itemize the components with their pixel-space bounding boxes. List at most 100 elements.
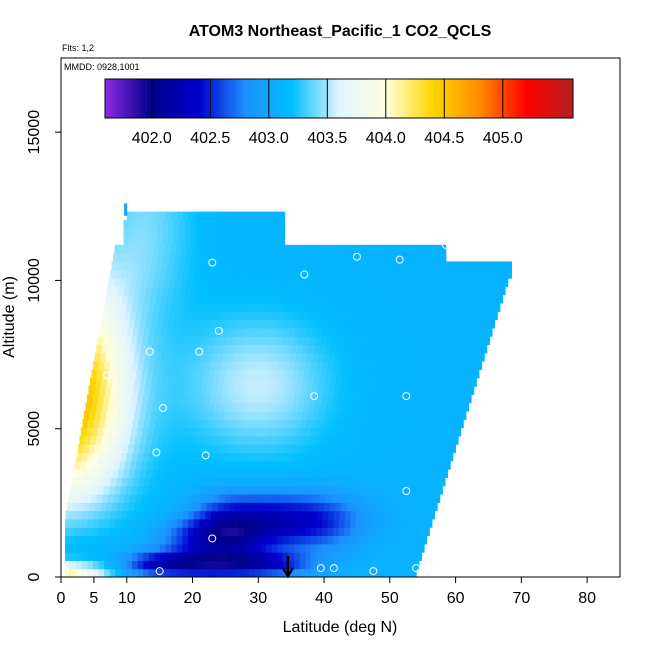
heatmap-cell — [379, 261, 387, 271]
heatmap-cell — [416, 244, 423, 254]
heatmap-cell — [400, 543, 407, 553]
heatmap-cell — [151, 319, 158, 329]
heatmap-cell — [126, 361, 133, 370]
heatmap-cell — [277, 269, 284, 279]
heatmap-cell — [193, 560, 200, 570]
heatmap-cell — [382, 427, 389, 437]
heatmap-cell — [214, 402, 221, 412]
heatmap-cell — [263, 219, 270, 229]
heatmap-cell — [122, 294, 129, 304]
heatmap-cell — [271, 485, 278, 495]
heatmap-cell — [203, 460, 210, 470]
heatmap-cell — [411, 361, 418, 370]
heatmap-cell — [315, 244, 323, 254]
heatmap-cell — [198, 394, 205, 404]
heatmap-cell — [305, 560, 312, 570]
heatmap-cell — [207, 286, 214, 296]
heatmap-cell — [243, 568, 251, 577]
heatmap-cell — [495, 302, 501, 312]
heatmap-cell — [428, 302, 435, 312]
heatmap-cell — [327, 361, 335, 370]
heatmap-cell — [355, 361, 363, 370]
heatmap-cell — [173, 377, 181, 387]
heatmap-cell — [308, 286, 315, 296]
heatmap-cell — [153, 485, 161, 495]
heatmap-cell — [140, 286, 147, 296]
heatmap-cell — [89, 469, 97, 478]
heatmap-cell — [274, 377, 281, 387]
heatmap-cell — [178, 352, 185, 362]
heatmap-cell — [262, 444, 269, 454]
heatmap-cell — [438, 278, 445, 287]
heatmap-cell — [336, 253, 343, 263]
heatmap-cell — [257, 228, 264, 238]
heatmap-cell — [85, 402, 92, 412]
heatmap-cell — [389, 510, 396, 520]
heatmap-cell — [132, 211, 139, 221]
heatmap-cell — [433, 485, 440, 495]
heatmap-cell — [156, 410, 163, 420]
heatmap-cell — [362, 477, 369, 487]
heatmap-cell — [138, 294, 146, 304]
heatmap-cell — [193, 518, 200, 528]
heatmap-cell — [434, 452, 441, 462]
heatmap-cell — [111, 352, 118, 362]
heatmap-cell — [207, 319, 214, 329]
heatmap-cell — [268, 502, 275, 512]
heatmap-cell — [395, 477, 403, 487]
heatmap-cell — [267, 444, 275, 454]
heatmap-cell — [311, 327, 318, 337]
heatmap-cell — [268, 410, 275, 420]
heatmap-cell — [102, 460, 109, 470]
heatmap-cell — [379, 294, 386, 304]
heatmap-cell — [383, 535, 390, 545]
heatmap-cell — [277, 361, 284, 370]
heatmap-cell — [118, 493, 126, 503]
heatmap-cell — [238, 452, 245, 462]
heatmap-cell — [141, 460, 148, 470]
heatmap-cell — [445, 327, 453, 337]
heatmap-cell — [415, 278, 423, 287]
heatmap-cell — [117, 502, 124, 512]
heatmap-cell — [76, 518, 83, 528]
heatmap-cell — [151, 286, 158, 296]
heatmap-cell — [223, 261, 230, 271]
heatmap-cell — [441, 444, 448, 454]
heatmap-cell — [150, 386, 157, 395]
heatmap-cell — [305, 419, 313, 429]
heatmap-cell — [323, 444, 330, 454]
heatmap-cell — [331, 369, 339, 379]
profile-point — [103, 371, 112, 380]
heatmap-cell — [198, 427, 205, 437]
heatmap-cell — [271, 336, 278, 346]
heatmap-cell — [199, 327, 207, 337]
heatmap-cell — [104, 535, 111, 545]
heatmap-cell — [165, 543, 172, 553]
heatmap-cell — [254, 427, 261, 437]
heatmap-cell — [433, 336, 440, 346]
heatmap-cell — [123, 219, 130, 229]
heatmap-cell — [364, 344, 371, 354]
heatmap-cell — [207, 377, 214, 387]
heatmap-cell — [234, 502, 241, 512]
heatmap-cell — [443, 460, 450, 470]
heatmap-cell — [210, 527, 217, 537]
heatmap-cell — [117, 469, 125, 478]
heatmap-cell — [435, 502, 438, 512]
heatmap-cell — [138, 386, 146, 395]
heatmap-cell — [401, 419, 408, 429]
heatmap-cell — [92, 485, 99, 495]
heatmap-cell — [354, 278, 361, 287]
heatmap-cell — [391, 319, 398, 329]
heatmap-cell — [185, 286, 192, 296]
heatmap-cell — [190, 377, 197, 387]
heatmap-cell — [397, 435, 405, 445]
heatmap-cell — [247, 311, 254, 321]
heatmap-cell — [324, 319, 331, 329]
heatmap-cell — [333, 552, 340, 561]
heatmap-cell — [347, 469, 354, 478]
dates-note: MMDD: 0928,1001 — [64, 62, 140, 72]
heatmap-cell — [165, 527, 172, 537]
heatmap-cell — [370, 460, 378, 470]
heatmap-cell — [358, 469, 365, 478]
